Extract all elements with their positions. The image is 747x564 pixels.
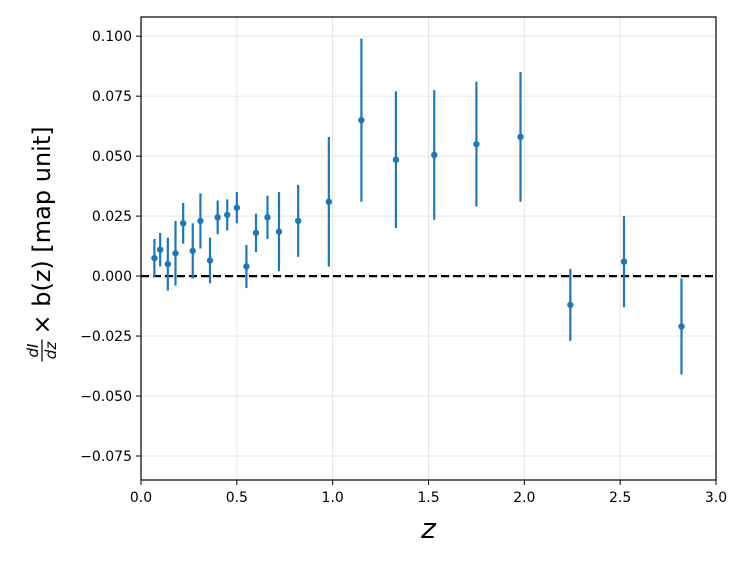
x-tick-label: 3.0 [705,490,727,506]
y-tick-label: 0.075 [92,89,132,105]
x-axis: 0.0 0.5 1.0 1.5 2.0 2.5 3.0 [130,480,727,506]
x-tick-label: 1.0 [322,490,344,506]
data-point [567,301,574,309]
data-point [214,214,221,221]
y-tick-label: 0.025 [92,209,132,225]
data-point [189,247,196,255]
data-point [179,220,187,227]
data-point [243,263,250,270]
y-axis: −0.075 −0.050 −0.025 0.000 0.025 0.050 0.075 0.… [80,29,141,465]
y-tick-label: 0.000 [92,269,132,285]
data-point [678,323,685,330]
data-point [172,250,179,257]
y-axis-label: dI dz × b(z) [map unit] [24,126,60,362]
data-point [294,217,302,225]
x-tick-label: 0.0 [130,490,152,506]
x-tick-label: 1.5 [417,490,439,506]
y-tick-label: 0.100 [92,29,132,45]
data-point [164,260,172,268]
data-point [473,140,480,148]
data-point [264,214,271,221]
data-point [392,156,400,163]
data-point [197,217,204,225]
data-point [224,211,231,219]
data-point [252,229,260,237]
y-tick-label: −0.050 [80,389,132,405]
y-axis-label-text: × b(z) [map unit] [28,126,56,334]
y-tick-label: −0.075 [80,449,132,465]
grid [140,17,717,480]
data-point [358,116,365,124]
data-point [275,228,283,235]
data-point [206,257,214,264]
data-series [151,38,685,375]
data-point [620,258,628,265]
data-point [151,254,158,262]
y-tick-label: −0.025 [80,329,132,345]
x-tick-label: 2.5 [609,490,631,506]
x-tick-label: 2.0 [513,490,535,506]
data-point [233,204,241,211]
data-point [431,151,438,159]
x-tick-label: 0.5 [226,490,248,506]
data-point [517,133,524,141]
data-point [325,198,333,205]
y-axis-label-numerator: dI [24,343,42,358]
y-axis-label-denominator: dz [42,341,60,360]
y-tick-label: 0.050 [92,149,132,165]
x-axis-label: z [420,512,437,545]
data-point [156,246,164,253]
